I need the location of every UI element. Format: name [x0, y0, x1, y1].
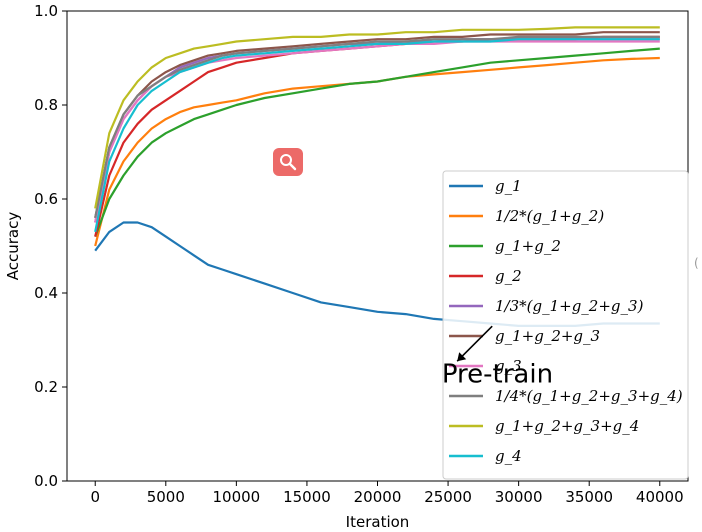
legend-label-2: 1/2*(g_1+g_2) [495, 207, 604, 225]
legend-label-5: 1/3*(g_1+g_2+g_3) [495, 297, 644, 315]
legend-label-9: g_1+g_2+g_3+g_4 [495, 417, 639, 435]
x-tick-label: 5000 [147, 488, 185, 506]
x-tick-label: 35000 [565, 488, 613, 506]
legend-label-7: g_3 [495, 357, 522, 375]
series-line-2 [94, 56, 660, 247]
series-line-10 [94, 38, 660, 233]
series-line-9 [94, 26, 660, 209]
annotation-arrow-1 [456, 325, 493, 362]
annotation-arrowhead-1 [457, 352, 467, 362]
legend: g_1 1/2*(g_1+g_2) g_1+g_2 g_2 1/3*(g_1+g_2+g… [442, 170, 689, 480]
legend-label-3: g_1+g_2 [495, 237, 561, 255]
ticks-layer: 0 5000 10000 15000 20000 25000 30000 35000 40000… [34, 2, 683, 506]
series-line-8 [94, 35, 660, 219]
x-axis-label: Iteration [346, 513, 410, 531]
legend-label-8: 1/4*(g_1+g_2+g_3+g_4) [495, 387, 683, 405]
search-icon [280, 154, 297, 171]
search-badge[interactable] [273, 148, 303, 176]
annotation-text-1: Pre-train [442, 359, 553, 389]
x-tick-label: 15000 [283, 488, 331, 506]
series-line-3 [94, 47, 660, 237]
x-tick-label: 0 [90, 488, 100, 506]
y-tick-label: 1.0 [34, 2, 58, 20]
y-tick-label: 0.0 [34, 472, 58, 490]
series-line-6 [94, 31, 660, 219]
y-tick-label: 0.4 [34, 284, 58, 302]
legend-label-4: g_2 [495, 267, 522, 285]
legend-box [442, 170, 689, 480]
y-tick-label: 0.8 [34, 96, 58, 114]
legend-label-1: g_1 [495, 177, 522, 195]
x-tick-label: 10000 [213, 488, 261, 506]
legend-label-6: g_1+g_2+g_3 [495, 327, 600, 345]
y-tick-label: 0.2 [34, 378, 58, 396]
y-tick-label: 0.6 [34, 190, 58, 208]
x-tick-label: 25000 [424, 488, 472, 506]
x-tick-label: 30000 [495, 488, 543, 506]
annotation-layer: Pre-train [442, 325, 553, 389]
y-axis-label: Accuracy [4, 212, 22, 281]
edge-glyph: ( [694, 256, 699, 270]
x-tick-label: 20000 [354, 488, 402, 506]
x-tick-label: 40000 [636, 488, 684, 506]
legend-label-10: g_4 [495, 447, 522, 465]
